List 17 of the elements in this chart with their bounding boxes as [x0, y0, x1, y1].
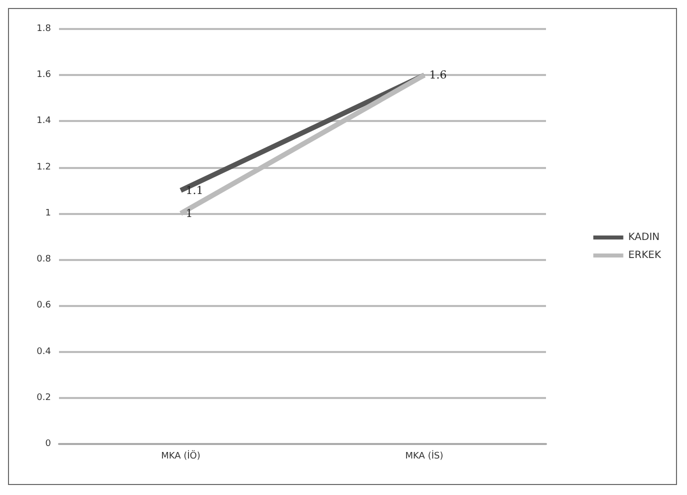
- y-tick-label: 0.6: [36, 300, 52, 311]
- y-tick-label: 1.4: [36, 116, 52, 126]
- y-tick-label: 1: [45, 208, 51, 218]
- legend-label: ERKEK: [628, 250, 662, 261]
- x-tick-label: MKA (İÖ): [161, 450, 200, 462]
- y-tick-label: 1.2: [36, 162, 51, 172]
- data-label: 1.1: [186, 184, 204, 197]
- y-tick-label: 0.8: [36, 254, 52, 265]
- y-tick-label: 0.2: [36, 392, 51, 403]
- y-tick-label: 0.4: [36, 346, 52, 357]
- legend-label: KADIN: [628, 232, 660, 243]
- y-tick-label: 1.8: [36, 24, 52, 34]
- data-label: 1: [186, 206, 193, 220]
- x-tick-label: MKA (İS): [405, 450, 444, 462]
- y-tick-label: 0: [45, 439, 52, 449]
- data-label: 1.6: [429, 68, 447, 82]
- y-tick-label: 1.6: [36, 70, 52, 80]
